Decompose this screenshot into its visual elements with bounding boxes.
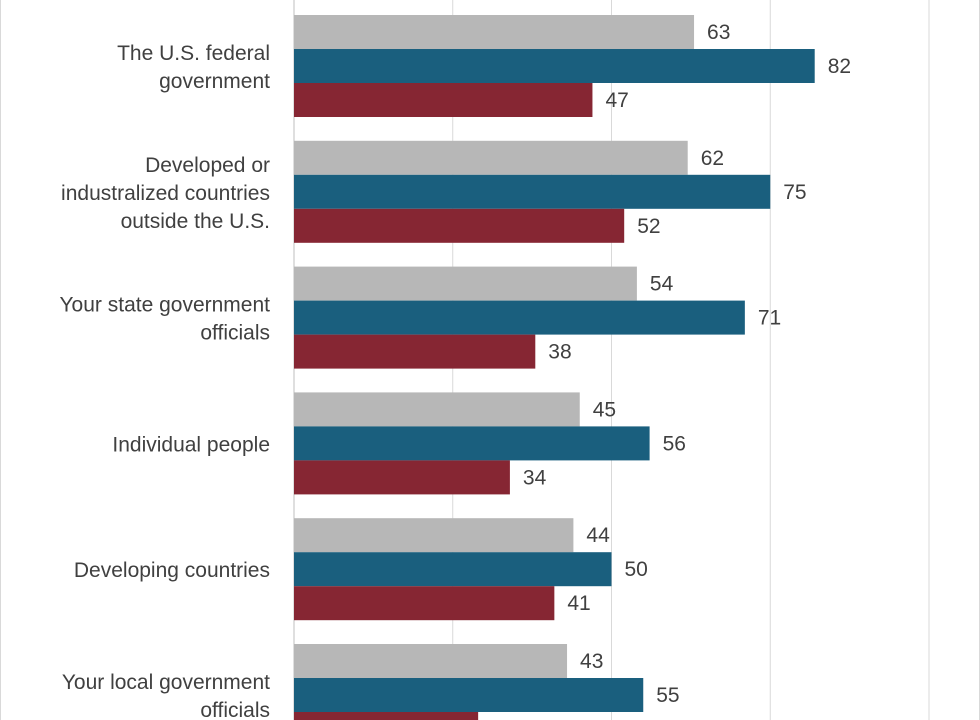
bar-series-3-cat-5 [294,586,555,621]
data-label-series-1-cat-4: 45 [593,398,616,421]
bar-series-2-cat-2 [294,174,771,209]
bar-series-1-cat-5 [294,518,574,553]
bar-series-2-cat-3 [294,300,745,335]
bars [294,15,815,720]
data-label-series-3-cat-5: 41 [567,592,590,615]
bar-series-2-cat-1 [294,49,815,83]
data-label-series-2-cat-5: 50 [625,558,648,581]
data-label-series-3-cat-2: 52 [637,215,660,238]
category-label-4-line-1: Individual people [112,433,270,456]
bar-series-1-cat-2 [294,140,688,175]
data-label-series-1-cat-6: 43 [580,650,603,673]
category-label-6-line-2: officials [200,699,270,720]
data-label-series-3-cat-3: 38 [548,341,571,364]
bar-series-1-cat-4 [294,392,580,427]
bar-series-3-cat-2 [294,208,625,243]
bar-series-3-cat-3 [294,334,536,369]
bar-series-2-cat-5 [294,552,612,587]
bar-series-1-cat-6 [294,644,568,678]
data-label-series-3-cat-4: 34 [523,466,547,489]
data-label-series-2-cat-1: 82 [828,55,851,78]
bar-series-3-cat-4 [294,460,510,495]
data-label-series-1-cat-5: 44 [586,524,610,547]
category-label-5-line-1: Developing countries [74,559,270,582]
labels: 63 82 47 The U.S. federal government 62 75 52 De… [59,21,851,720]
bar-series-1-cat-3 [294,266,637,301]
category-label-3-line-2: officials [200,322,270,345]
data-label-series-1-cat-3: 54 [650,273,674,296]
data-label-series-3-cat-1: 47 [605,89,628,112]
data-label-series-2-cat-2: 75 [783,181,806,204]
bar-series-2-cat-4 [294,426,650,461]
category-label-2-line-1: Developed or [145,154,270,177]
data-label-series-1-cat-1: 63 [707,21,730,44]
bar-series-2-cat-6 [294,678,644,712]
bar-series-3-cat-6 [294,712,479,720]
category-label-6-line-1: Your local government [62,671,270,694]
category-label-2-line-2: industralized countries [61,182,270,205]
category-label-3-line-1: Your state government [59,294,270,317]
data-label-series-2-cat-6: 55 [656,684,679,707]
data-label-series-2-cat-3: 71 [758,307,781,330]
category-label-2-line-3: outside the U.S. [121,210,270,233]
data-label-series-3-cat-6: 29 [491,718,514,720]
category-label-1-line-1: The U.S. federal [117,42,270,65]
category-label-1-line-2: government [159,70,270,93]
bar-series-1-cat-1 [294,15,695,49]
bar-series-3-cat-1 [294,83,593,117]
data-label-series-2-cat-4: 56 [663,432,686,455]
data-label-series-1-cat-2: 62 [701,147,724,170]
